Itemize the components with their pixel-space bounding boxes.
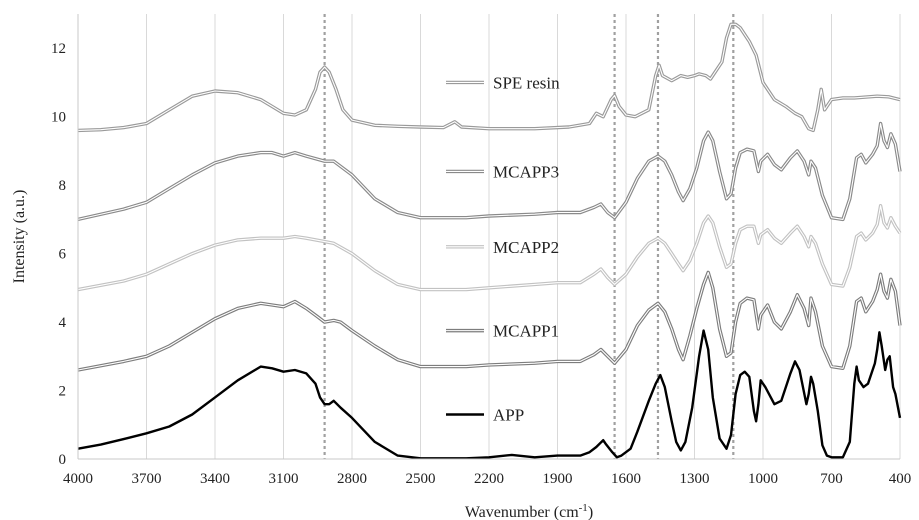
x-tick-labels: 4000 3700 3400 3100 2800 2500 2200 1900 1600 1300… (63, 471, 911, 487)
y-tick-label-8: 8 (59, 178, 67, 194)
x-tick-label-3100: 3100 (269, 471, 299, 487)
y-tick-label-6: 6 (59, 247, 67, 263)
series-lines (77, 22, 902, 460)
series-core-3 (77, 271, 901, 371)
x-axis-title-main: Wavenumber (cm (465, 504, 579, 520)
x-axis: 4000 3700 3400 3100 2800 2500 2200 1900 1600 1300… (63, 458, 911, 487)
y-axis-title: Intensity (a.u.) (11, 190, 28, 284)
y-tick-label-4: 4 (59, 315, 67, 331)
series-core-1 (77, 122, 901, 220)
x-tick-label-700: 700 (820, 471, 843, 487)
legend-entry-2: MCAPP2 (446, 238, 559, 257)
x-axis-title-superscript: -1 (579, 502, 588, 514)
x-axis-title-suffix: ) (588, 504, 593, 520)
x-tick-label-3400: 3400 (200, 471, 230, 487)
y-tick-label-12: 12 (51, 41, 66, 57)
x-tick-label-3700: 3700 (132, 471, 162, 487)
x-tick-label-400: 400 (889, 471, 912, 487)
series-spe-resin (77, 22, 901, 133)
legend-label-0: SPE resin (493, 73, 560, 92)
x-tick-label-1600: 1600 (611, 471, 641, 487)
legend-label-4: APP (493, 406, 524, 425)
series-core-0 (77, 23, 901, 131)
legend-entry-3: MCAPP1 (446, 322, 559, 341)
x-tick-label-4000: 4000 (63, 471, 93, 487)
series-mcapp2 (77, 204, 902, 292)
inline-legend: SPE resin MCAPP3 MCAPP2 MCAPP1 APP (446, 73, 560, 425)
y-tick-label-10: 10 (51, 110, 66, 126)
series-mcapp3 (77, 121, 902, 222)
x-tick-label-1300: 1300 (680, 471, 710, 487)
y-tick-label-0: 0 (59, 452, 67, 468)
legend-label-1: MCAPP3 (493, 162, 559, 181)
series-app (77, 329, 902, 460)
x-tick-label-1000: 1000 (748, 471, 778, 487)
vertical-grid-lines (77, 14, 901, 459)
legend-label-2: MCAPP2 (493, 238, 559, 257)
y-axis: 0 2 4 6 8 10 12 (51, 14, 79, 468)
x-tick-label-2500: 2500 (406, 471, 436, 487)
y-tick-label-2: 2 (59, 384, 67, 400)
legend-entry-4: APP (446, 406, 524, 425)
reference-dashed-lines (323, 14, 735, 459)
x-tick-label-1900: 1900 (543, 471, 573, 487)
series-mcapp1 (77, 270, 902, 372)
series-core-2 (77, 205, 901, 291)
legend-entry-1: MCAPP3 (446, 162, 559, 181)
legend-entry-0: SPE resin (446, 73, 560, 92)
plot-area: SPE resin MCAPP3 MCAPP2 MCAPP1 APP (77, 14, 902, 460)
series-line-4 (77, 329, 902, 460)
x-axis-title: Wavenumber (cm-1) (465, 502, 593, 520)
y-tick-labels: 0 2 4 6 8 10 12 (51, 41, 67, 468)
legend-label-3: MCAPP1 (493, 322, 559, 341)
x-tick-label-2200: 2200 (474, 471, 504, 487)
x-tick-label-2800: 2800 (337, 471, 367, 487)
